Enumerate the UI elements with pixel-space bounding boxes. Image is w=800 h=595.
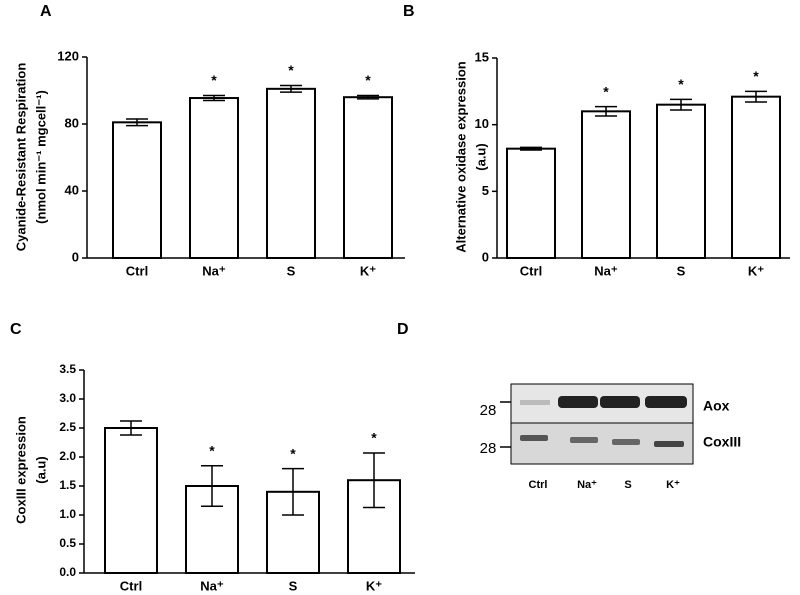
significance: * [603,83,609,99]
blot-band [558,396,598,408]
y-tick-label: 2.5 [59,420,76,434]
y-tick-label: 0 [482,249,489,264]
y-axis-label: Cyanide-Resistant Respiration [13,63,28,252]
error-bar [357,94,379,100]
y-axis-label: (a.u) [33,456,48,483]
y-tick-label: 3.5 [59,362,76,376]
marker-label: 28 [480,440,497,457]
y-tick-label: 120 [57,48,79,63]
blot-band [654,441,684,447]
band-label: Aox [703,398,730,414]
blot-image [500,383,694,465]
bar [266,87,316,259]
lane-label: K⁺ [666,479,680,491]
y-tick-label: 40 [65,182,79,197]
x-tick-label: Ctrl [120,578,142,593]
bar [189,97,239,259]
error-bar [670,98,692,111]
panel-label: B [403,3,415,20]
x-tick-label: Na⁺ [594,263,618,278]
marker-label: 28 [480,402,497,419]
significance: * [209,442,215,458]
y-axis-label: Alternative oxidase expression [453,61,468,253]
lane-label: S [624,479,631,491]
panel-label: A [40,3,52,20]
y-tick-label: 5 [482,183,489,198]
error-bar [120,420,142,436]
significance: * [288,62,294,78]
y-tick-label: 0 [72,249,79,264]
x-tick-label: S [289,578,298,593]
y-axis-label: (nmol min⁻¹ mgcell⁻¹) [33,90,48,224]
x-tick-label: S [677,263,686,278]
bar [112,121,162,259]
y-tick-label: 0.5 [59,536,76,550]
blot-band [520,400,550,405]
blot-band [600,396,640,408]
x-tick-label: K⁺ [360,263,376,278]
x-tick-label: K⁺ [748,263,764,278]
error-bar [280,84,302,93]
panel-label: C [10,321,22,338]
significance: * [211,72,217,88]
x-tick-label: S [287,263,296,278]
error-bar [520,146,542,151]
error-bar [745,90,767,103]
blot-band [645,396,687,408]
y-tick-label: 15 [475,49,489,64]
y-tick-label: 2.0 [59,449,76,463]
significance: * [678,76,684,92]
significance: * [365,72,371,88]
lane-label: Ctrl [529,479,548,491]
lane-label: Na⁺ [577,479,597,491]
bar [104,427,158,574]
error-bar [126,118,148,127]
blot-band [520,435,548,441]
blot-band [570,437,598,443]
error-bar [363,452,385,509]
significance: * [290,445,296,461]
y-tick-label: 0.0 [59,565,76,579]
bar [343,96,393,259]
y-axis-label: (a.u) [473,143,488,170]
x-tick-label: Na⁺ [202,263,226,278]
panel-label: D [397,321,409,338]
significance: * [753,68,759,84]
bar [581,110,631,260]
error-bar [595,105,617,117]
x-tick-label: Ctrl [520,263,542,278]
bar [506,147,556,260]
error-bar [201,464,223,508]
y-tick-label: 80 [65,115,79,130]
y-tick-label: 1.5 [59,478,76,492]
bar [656,103,706,259]
y-tick-label: 10 [475,116,489,131]
significance: * [371,430,377,446]
error-bar [282,467,304,516]
x-tick-label: K⁺ [366,578,382,593]
error-bar [203,94,225,102]
y-tick-label: 3.0 [59,391,76,405]
x-tick-label: Na⁺ [200,578,224,593]
blot-band [612,439,640,445]
y-tick-label: 1.0 [59,507,76,521]
band-label: CoxIII [703,434,741,450]
bar [731,95,781,259]
x-tick-label: Ctrl [126,263,148,278]
y-axis-label: CoxIII expression [13,416,28,524]
